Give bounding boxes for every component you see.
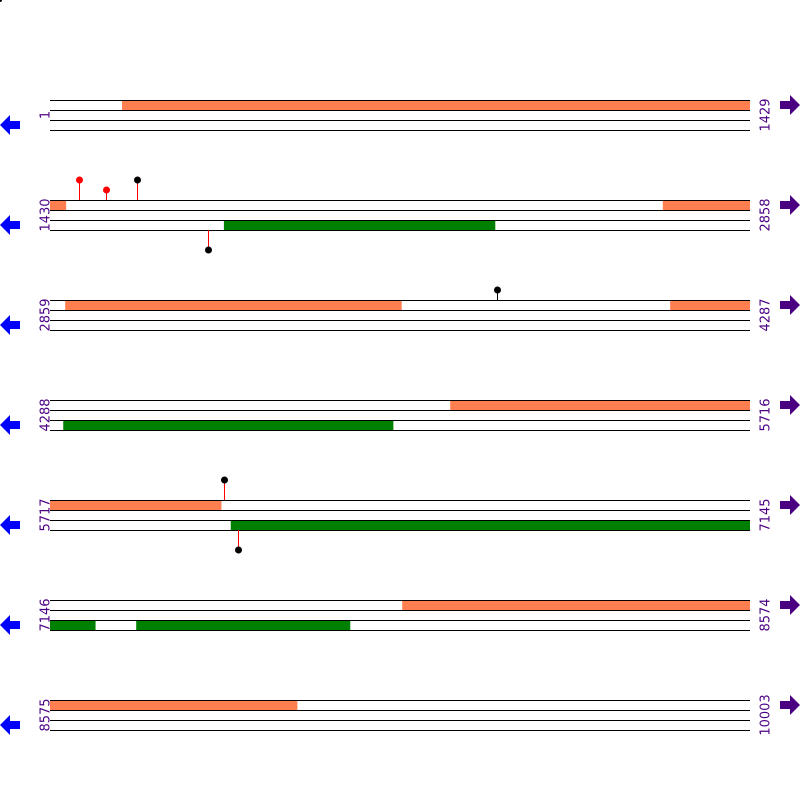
arrow-right-icon [780,295,800,315]
arrow-right-icon [780,95,800,115]
arrow-right-icon [780,195,800,215]
row-start-label: 5717 [39,498,54,531]
arrow-right-icon [780,395,800,415]
reverse-feature [50,620,96,630]
arrow-left-icon [0,315,20,335]
row-start-label: 2859 [39,298,54,331]
marker-head [76,176,83,184]
reverse-feature [223,220,496,230]
forward-feature [50,700,298,710]
marker-head [103,186,110,194]
row-end-label: 4287 [759,298,774,331]
forward-feature [122,100,750,110]
forward-feature [402,600,750,610]
arrow-left-icon [0,215,20,235]
reverse-feature [63,420,394,430]
forward-feature [50,200,67,210]
arrow-left-icon [0,415,20,435]
forward-feature [50,500,222,510]
sequence-row: 8575 10003 [0,694,800,736]
sequence-row: 7146 8574 [0,595,800,635]
marker-head [235,546,242,554]
row-start-label: 4288 [39,398,54,431]
sequence-row: 5717 7145 [0,476,800,554]
forward-feature [65,300,402,310]
sequence-row: 2859 4287 [0,286,800,335]
corner-dot [0,0,2,2]
row-start-label: 1 [39,111,54,119]
row-start-label: 1430 [39,198,54,231]
row-end-label: 8574 [759,598,774,631]
sequence-row: 1430 2858 [0,176,800,254]
arrow-left-icon [0,515,20,535]
forward-feature [450,400,750,410]
row-start-label: 7146 [39,598,54,631]
marker-head [205,246,212,254]
forward-feature [662,200,750,210]
row-end-label: 5716 [759,398,774,431]
row-end-label: 7145 [759,498,774,531]
reverse-feature [230,520,751,530]
arrow-left-icon [0,715,20,735]
arrow-right-icon [780,695,800,715]
row-end-label: 10003 [759,694,774,735]
arrow-left-icon [0,115,20,135]
arrow-right-icon [780,495,800,515]
forward-feature [670,300,750,310]
sequence-row: 4288 5716 [0,395,800,435]
row-end-label: 2858 [759,198,774,231]
sequence-row: 1 1429 [0,95,800,135]
marker-head [134,176,141,184]
row-start-label: 8575 [39,698,54,731]
arrow-left-icon [0,615,20,635]
marker-head [494,286,501,294]
reverse-feature [136,620,351,630]
marker-head [221,476,228,484]
row-end-label: 1429 [759,98,774,131]
arrow-right-icon [780,595,800,615]
